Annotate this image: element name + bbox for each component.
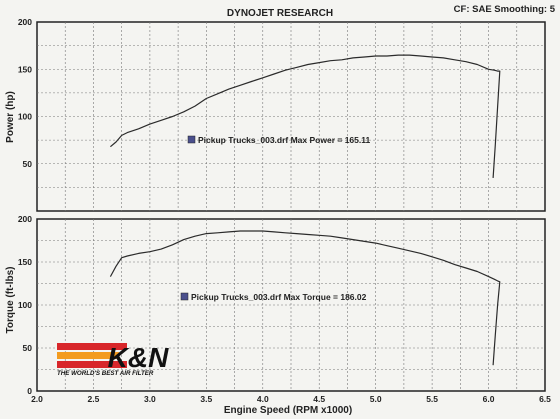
power-legend-swatch [187, 135, 196, 144]
torque-curve [109, 230, 501, 366]
torque-y-tick-label: 0 [27, 386, 32, 396]
torque-x-tick-label: 5.5 [426, 394, 438, 404]
chart-header-title: DYNOJET RESEARCH [227, 8, 333, 19]
torque-y-tick-label: 100 [18, 300, 32, 310]
power-plot: 50 100 150 200 [18, 17, 546, 212]
torque-legend-swatch [180, 292, 189, 301]
power-axis-label: Power (hp) [5, 91, 16, 143]
logo-stripe-orange [57, 352, 119, 359]
torque-x-tick-label: 6.5 [539, 394, 551, 404]
logo-stripe-red-bottom [57, 361, 127, 368]
torque-x-tick-label: 4.0 [257, 394, 269, 404]
torque-axis-label: Torque (ft-lbs) [5, 266, 16, 333]
torque-x-tick-label: 3.5 [200, 394, 212, 404]
torque-y-tick-label: 150 [18, 257, 32, 267]
power-y-tick-label: 150 [18, 64, 32, 74]
logo-tagline: THE WORLD'S BEST AIR FILTER [57, 370, 154, 377]
torque-x-tick-label: 3.0 [144, 394, 156, 404]
torque-annotation-text: Pickup Trucks_003.drf Max Torque = 186.0… [191, 292, 367, 302]
torque-annotation: Pickup Trucks_003.drf Max Torque = 186.0… [180, 292, 367, 302]
torque-y-tick-label: 200 [18, 214, 32, 224]
power-y-tick-label: 50 [23, 159, 33, 169]
power-y-tick-label: 100 [18, 112, 32, 122]
chart-header-settings: CF: SAE Smoothing: 5 [454, 4, 556, 15]
power-curve [110, 54, 501, 178]
torque-x-tick-label: 4.5 [313, 394, 325, 404]
kn-logo: K&N THE WORLD'S BEST AIR FILTER [57, 342, 169, 377]
logo-brand: K&N [108, 342, 169, 373]
torque-x-tick-label: 2.0 [31, 394, 43, 404]
torque-x-tick-label: 5.0 [370, 394, 382, 404]
logo-stripe-red-top [57, 343, 127, 350]
power-y-tick-label: 200 [18, 17, 32, 27]
torque-y-tick-label: 50 [23, 343, 33, 353]
rpm-axis-label: Engine Speed (RPM x1000) [224, 405, 352, 416]
power-annotation: Pickup Trucks_003.drf Max Power = 165.11 [187, 135, 370, 145]
torque-x-tick-label: 6.0 [483, 394, 495, 404]
power-annotation-text: Pickup Trucks_003.drf Max Power = 165.11 [198, 135, 370, 145]
torque-x-tick-label: 2.5 [88, 394, 100, 404]
